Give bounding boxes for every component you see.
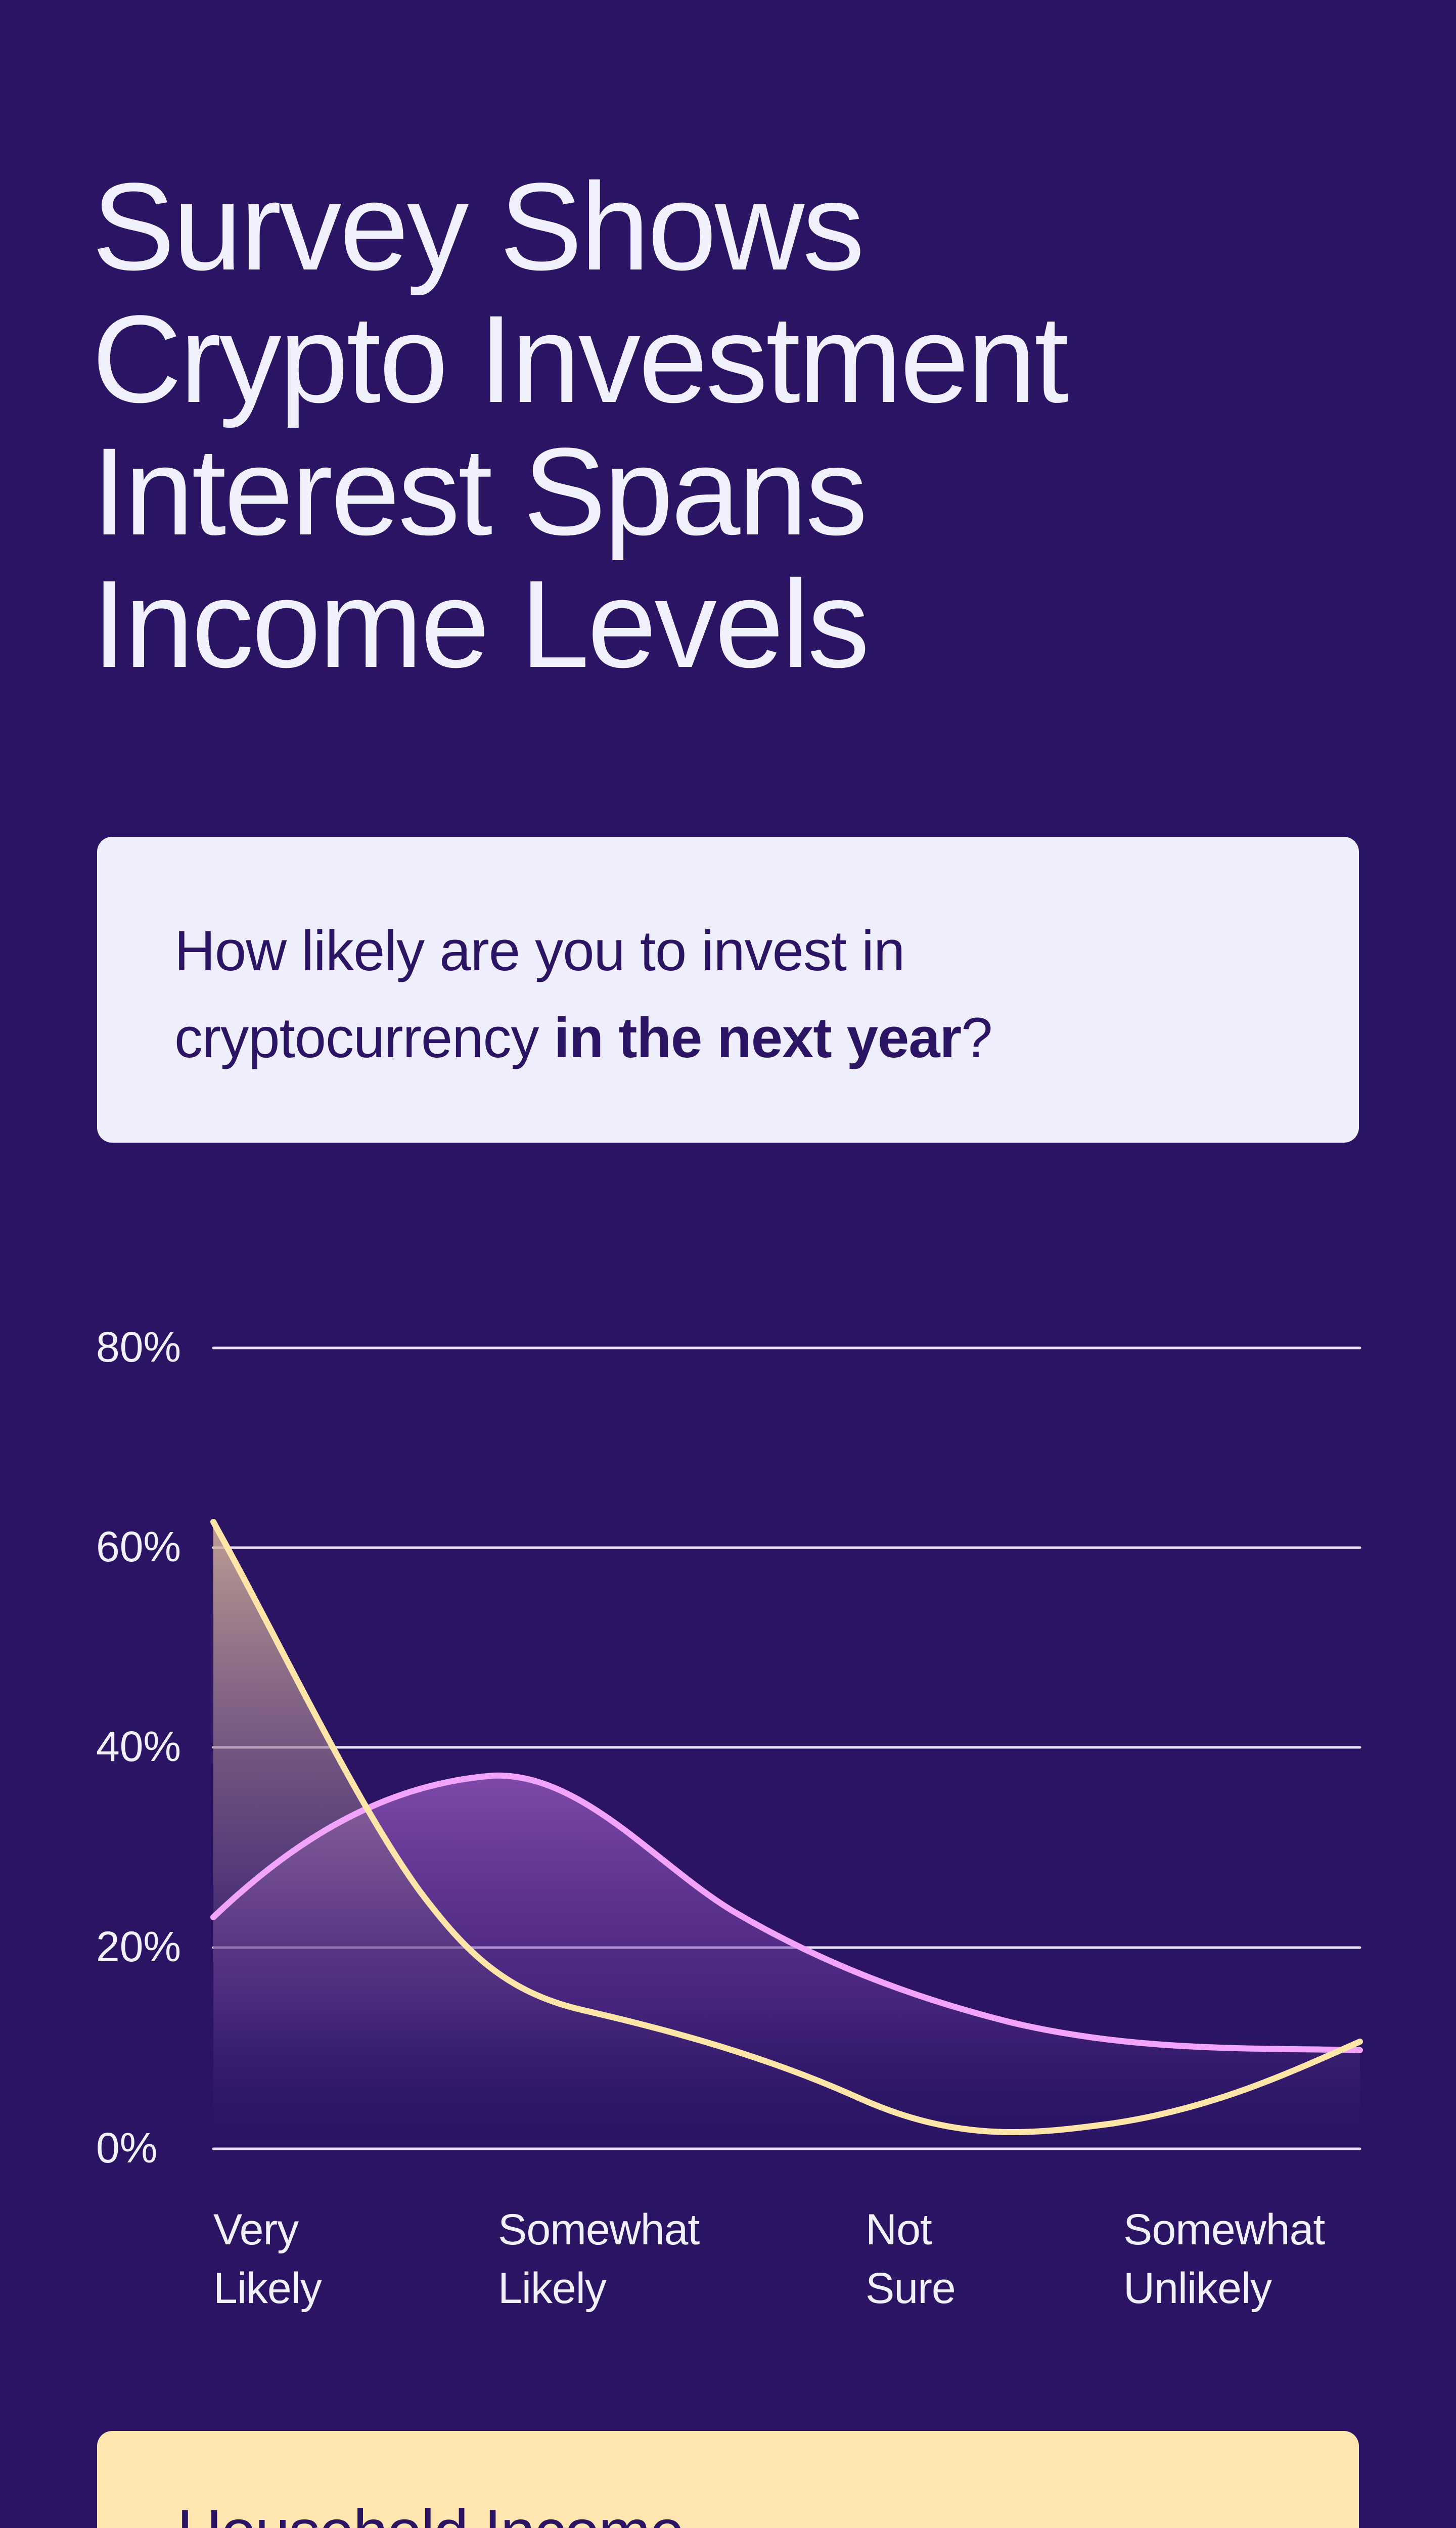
x-label-somewhat-unlikely: Somewhat Unlikely — [1123, 2205, 1325, 2313]
title-line: Interest Spans — [92, 422, 868, 561]
x-label-not-sure: Not Sure — [866, 2205, 956, 2313]
title-line: Crypto Investment — [92, 290, 1069, 429]
x-label-very-likely: Very Likely — [213, 2205, 322, 2313]
question-emphasis: in the next year — [554, 1006, 962, 1069]
question-text: How likely are you to invest in cryptocu… — [174, 908, 1287, 1081]
chart-plot — [210, 1346, 1363, 2150]
title-line: Survey Shows — [92, 157, 864, 296]
question-card: How likely are you to invest in cryptocu… — [97, 837, 1359, 1143]
title-line: Income Levels — [92, 555, 870, 694]
y-tick-80: 80% — [96, 1323, 181, 1371]
question-mark: ? — [961, 1006, 992, 1069]
legend-label: Household Income — [177, 2497, 685, 2528]
y-tick-60: 60% — [96, 1523, 181, 1570]
low-income-line — [210, 1519, 1363, 2136]
page-title: Survey Shows Crypto Investment Interest … — [92, 161, 1356, 691]
high-income-line — [210, 1772, 1363, 2053]
y-tick-20: 20% — [96, 1923, 181, 1970]
y-tick-40: 40% — [96, 1723, 181, 1770]
x-label-somewhat-likely: Somewhat Likely — [498, 2205, 700, 2313]
y-tick-0: 0% — [96, 2124, 158, 2172]
question-line-2: cryptocurrency — [174, 1006, 554, 1069]
legend-card-low-income: Household Income $0–$24,999 — [97, 2431, 1359, 2528]
question-line-1: How likely are you to invest in — [174, 919, 905, 982]
line-chart: 80% 60% 40% 20% 0% Very Likely Somewhat … — [0, 1294, 1456, 2356]
low-income-area — [213, 1522, 1360, 2149]
